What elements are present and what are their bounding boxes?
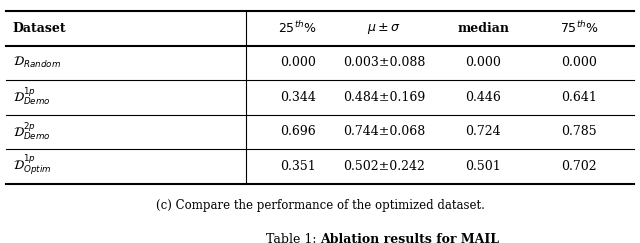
Text: 0.702: 0.702 (561, 160, 597, 173)
Text: Ablation results for MAIL: Ablation results for MAIL (320, 233, 499, 243)
Text: $\mathcal{D}_{Demo}^{2p}$: $\mathcal{D}_{Demo}^{2p}$ (13, 121, 51, 143)
Text: 0.351: 0.351 (280, 160, 316, 173)
Text: (c) Compare the performance of the optimized dataset.: (c) Compare the performance of the optim… (156, 199, 484, 212)
Text: 0.785: 0.785 (561, 125, 597, 138)
Text: 0.000: 0.000 (280, 56, 316, 69)
Text: $75^{th}\%$: $75^{th}\%$ (560, 20, 598, 36)
Text: 0.502±0.242: 0.502±0.242 (343, 160, 425, 173)
Text: Dataset: Dataset (13, 22, 67, 35)
Text: Table 1:: Table 1: (266, 233, 320, 243)
Text: 0.484±0.169: 0.484±0.169 (343, 91, 425, 104)
Text: 0.000: 0.000 (561, 56, 597, 69)
Text: 0.724: 0.724 (465, 125, 501, 138)
Text: median: median (457, 22, 509, 35)
Text: $\mathcal{D}_{Demo}^{1p}$: $\mathcal{D}_{Demo}^{1p}$ (13, 87, 51, 108)
Text: 0.641: 0.641 (561, 91, 597, 104)
Text: 0.744±0.068: 0.744±0.068 (343, 125, 425, 138)
Text: 0.446: 0.446 (465, 91, 501, 104)
Text: $\mu \pm \sigma$: $\mu \pm \sigma$ (367, 21, 401, 36)
Text: $\mathcal{D}_{Random}$: $\mathcal{D}_{Random}$ (13, 55, 61, 70)
Text: 0.501: 0.501 (465, 160, 501, 173)
Text: 0.344: 0.344 (280, 91, 316, 104)
Text: $\mathcal{D}_{Optim}^{1p}$: $\mathcal{D}_{Optim}^{1p}$ (13, 154, 51, 178)
Text: 0.003±0.088: 0.003±0.088 (343, 56, 425, 69)
Text: 0.000: 0.000 (465, 56, 501, 69)
Text: 0.696: 0.696 (280, 125, 316, 138)
Text: $25^{th}\%$: $25^{th}\%$ (278, 20, 317, 36)
